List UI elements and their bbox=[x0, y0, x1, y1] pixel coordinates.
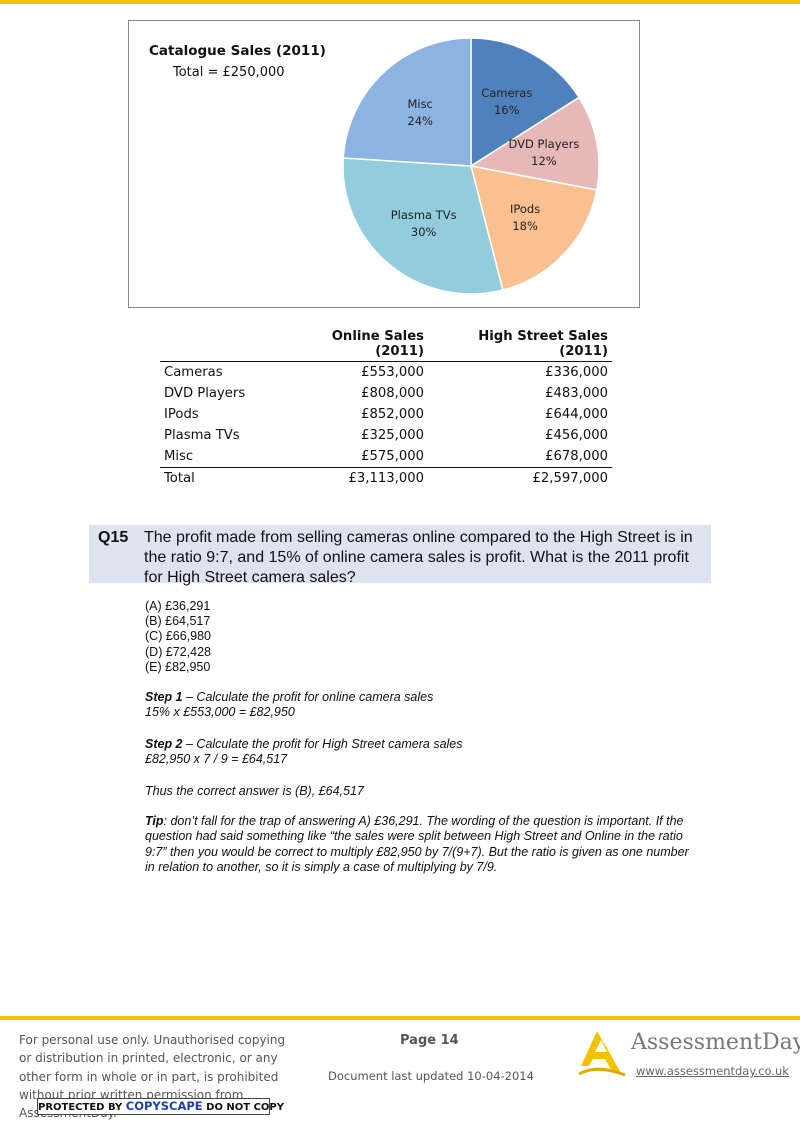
pie-value-misc: 24% bbox=[407, 114, 433, 128]
pie-value-ipods: 18% bbox=[512, 219, 538, 233]
option-d: (D) £72,428 bbox=[145, 644, 212, 659]
chart-subtitle: Total = £250,000 bbox=[173, 65, 285, 80]
step-1-text: – Calculate the profit for online camera… bbox=[182, 690, 434, 704]
header-online: Online Sales (2011) bbox=[286, 328, 428, 362]
highstreet-value: £644,000 bbox=[545, 407, 608, 422]
row-label: Cameras bbox=[164, 365, 223, 380]
highstreet-value: £483,000 bbox=[545, 386, 608, 401]
tip-label: Tip bbox=[145, 814, 164, 828]
footer-accent-bar bbox=[0, 1016, 800, 1020]
pie-label-plasma-tvs: Plasma TVs bbox=[391, 208, 457, 222]
question-text: The profit made from selling cameras onl… bbox=[144, 529, 693, 586]
top-accent-bar bbox=[0, 0, 800, 4]
pie-label-dvd-players: DVD Players bbox=[509, 137, 580, 151]
online-value: £325,000 bbox=[361, 428, 424, 443]
total-highstreet: £2,597,000 bbox=[428, 467, 612, 489]
copyscape-brand: COPYSCAPE bbox=[125, 1099, 203, 1113]
chart-title: Catalogue Sales (2011) bbox=[149, 43, 326, 59]
table-row: Misc £575,000 £678,000 bbox=[160, 446, 612, 468]
step-1-heading: Step 1 – Calculate the profit for online… bbox=[145, 690, 705, 705]
total-label: Total bbox=[160, 467, 286, 489]
pie-value-cameras: 16% bbox=[494, 103, 520, 117]
option-c: (C) £66,980 bbox=[145, 629, 212, 644]
pie-value-plasma-tvs: 30% bbox=[411, 225, 437, 239]
table-row: DVD Players £808,000 £483,000 bbox=[160, 383, 612, 404]
pie-slice-plasma-tvs bbox=[342, 157, 504, 295]
pie-slice-dvd-players bbox=[468, 96, 600, 191]
row-label: Plasma TVs bbox=[164, 428, 240, 443]
step-2-label: Step 2 bbox=[145, 737, 183, 751]
step-2: Step 2 – Calculate the profit for High S… bbox=[145, 737, 705, 768]
online-value: £575,000 bbox=[361, 449, 424, 464]
tip-text: : don’t fall for the trap of answering A… bbox=[145, 814, 689, 875]
table-header-row: Online Sales (2011) High Street Sales (2… bbox=[160, 328, 612, 362]
brand-name: AssessmentDay bbox=[631, 1030, 800, 1055]
assessmentday-logo-icon bbox=[578, 1031, 626, 1077]
highstreet-value: £678,000 bbox=[545, 449, 608, 464]
page-number: Page 14 bbox=[400, 1033, 459, 1048]
answer-options: (A) £36,291 (B) £64,517 (C) £66,980 (D) … bbox=[145, 599, 211, 675]
option-e: (E) £82,950 bbox=[145, 659, 211, 674]
copyscape-pre: PROTECTED BY bbox=[38, 1102, 123, 1113]
step-1: Step 1 – Calculate the profit for online… bbox=[145, 690, 705, 721]
pie-label-misc: Misc bbox=[407, 97, 432, 111]
copyscape-post: DO NOT COPY bbox=[206, 1102, 285, 1113]
brand-url[interactable]: www.assessmentday.co.uk bbox=[636, 1064, 789, 1078]
online-value: £553,000 bbox=[361, 365, 424, 380]
question-number: Q15 bbox=[98, 529, 129, 546]
row-label: Misc bbox=[164, 449, 194, 464]
question-box: Q15 The profit made from selling cameras… bbox=[89, 525, 711, 586]
pie-chart-panel: Cameras 16% DVD Players 12% IPods 18% Plasma T… bbox=[128, 20, 640, 308]
row-label: DVD Players bbox=[164, 386, 246, 401]
tip-paragraph: Tip: don’t fall for the trap of answerin… bbox=[145, 814, 700, 876]
step-2-text: – Calculate the profit for High Street c… bbox=[182, 737, 463, 751]
step-1-calc: 15% x £553,000 = £82,950 bbox=[145, 705, 295, 720]
pie-slice-cameras bbox=[470, 37, 581, 168]
step-2-calc: £82,950 x 7 / 9 = £64,517 bbox=[145, 752, 288, 767]
highstreet-value: £456,000 bbox=[545, 428, 608, 443]
row-label: IPods bbox=[164, 407, 199, 422]
sales-table: Online Sales (2011) High Street Sales (2… bbox=[160, 328, 612, 489]
online-value: £808,000 bbox=[361, 386, 424, 401]
step-2-heading: Step 2 – Calculate the profit for High S… bbox=[145, 737, 705, 752]
highstreet-value: £336,000 bbox=[545, 365, 608, 380]
header-blank bbox=[160, 328, 286, 362]
pie-label-ipods: IPods bbox=[510, 202, 540, 216]
pie-chart: Cameras 16% DVD Players 12% IPods 18% Plasma T… bbox=[342, 37, 600, 295]
conclusion: Thus the correct answer is (B), £64,517 bbox=[145, 784, 364, 798]
option-b: (B) £64,517 bbox=[145, 614, 211, 629]
total-online: £3,113,000 bbox=[286, 467, 428, 489]
copyscape-badge[interactable]: PROTECTED BY COPYSCAPE DO NOT COPY bbox=[37, 1098, 284, 1115]
online-value: £852,000 bbox=[361, 407, 424, 422]
header-highstreet: High Street Sales (2011) bbox=[428, 328, 612, 362]
pie-slice-misc bbox=[342, 37, 472, 167]
pie-value-dvd-players: 12% bbox=[531, 154, 557, 168]
pie-label-cameras: Cameras bbox=[481, 86, 532, 100]
table-row: IPods £852,000 £644,000 bbox=[160, 404, 612, 425]
last-updated: Document last updated 10-04-2014 bbox=[328, 1069, 534, 1083]
option-a: (A) £36,291 bbox=[145, 599, 211, 613]
pie-slice-ipods bbox=[469, 165, 598, 291]
table-row: Cameras £553,000 £336,000 bbox=[160, 362, 612, 384]
step-1-label: Step 1 bbox=[145, 690, 183, 704]
table-row: Plasma TVs £325,000 £456,000 bbox=[160, 425, 612, 446]
table-total-row: Total £3,113,000 £2,597,000 bbox=[160, 467, 612, 489]
